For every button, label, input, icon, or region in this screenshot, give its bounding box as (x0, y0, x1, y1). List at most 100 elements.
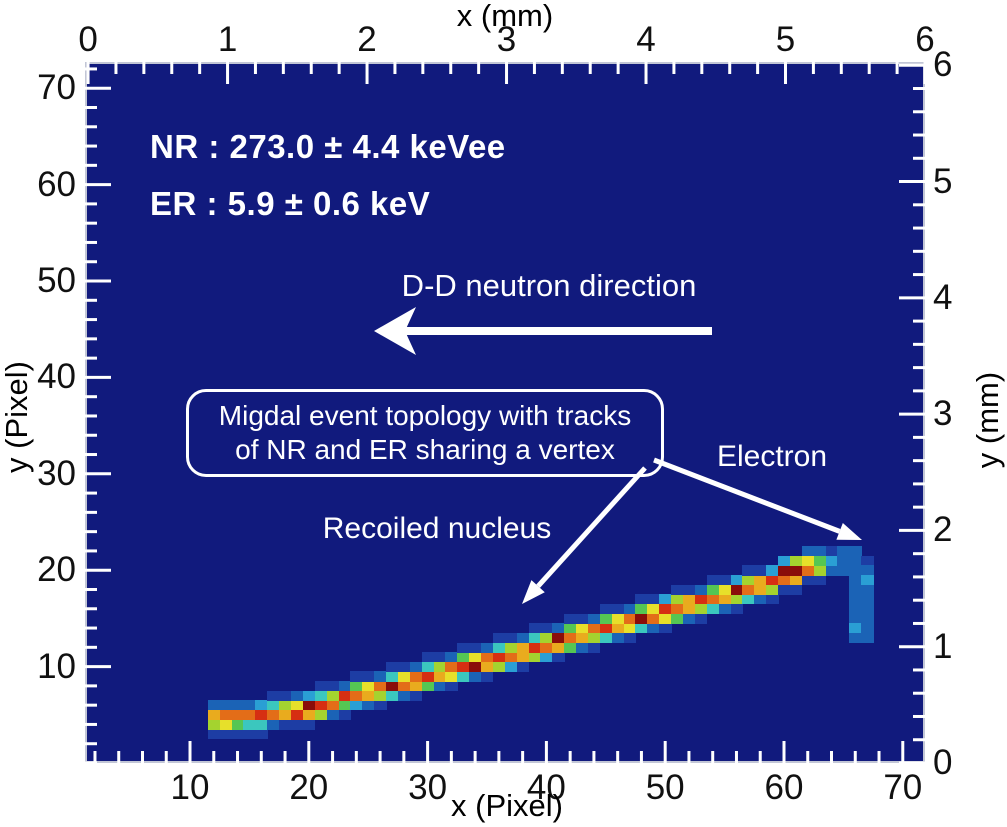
nr-track-bin (481, 642, 494, 653)
nr-track-bin (255, 729, 268, 740)
nr-track-bin (374, 681, 387, 692)
nr-track-bin (611, 623, 625, 634)
top-axis-tick-label: 5 (775, 20, 796, 59)
nr-track-bin (718, 603, 732, 615)
nr-track-bin (528, 652, 541, 663)
nr-track-bin (207, 719, 221, 730)
nr-track-bin (730, 603, 743, 615)
right-axis-title: y (mm) (970, 371, 1005, 469)
bottom-axis-tick-label: 60 (764, 768, 804, 807)
nr-track-bin (207, 700, 221, 711)
nr-track-bin (730, 594, 743, 605)
er-track-bin (837, 565, 850, 576)
nr-track-bin (671, 613, 684, 624)
nr-track-bin (659, 613, 672, 624)
nr-track-bin (457, 671, 470, 682)
nr-track-bin (611, 613, 625, 624)
right-axis-tick-label: 4 (933, 277, 953, 317)
nr-track-bin (564, 642, 577, 653)
nr-track-bin (302, 700, 316, 711)
right-axis-tick-label: 1 (933, 626, 953, 666)
er-track-bin (849, 623, 862, 634)
nr-track-bin (564, 632, 577, 643)
nr-track-bin (469, 652, 482, 663)
nr-track-bin (742, 565, 755, 576)
nr-track-bin (469, 671, 482, 682)
nr-track-bin (789, 555, 803, 566)
nr-track-bin (290, 709, 304, 721)
nr-track-bin (421, 671, 435, 682)
nr-track-bin (801, 546, 815, 557)
nr-track-bin (611, 632, 625, 643)
nr-track-bin (350, 690, 363, 701)
top-axis-title: x (mm) (456, 0, 554, 33)
nr-track-bin (552, 652, 565, 663)
nr-track-bin (789, 584, 803, 595)
nr-track-bin (587, 623, 601, 634)
nr-track-bin (350, 671, 363, 682)
nr-track-bin (279, 690, 292, 701)
nr-track-bin (516, 652, 530, 663)
nr-track-bin (718, 594, 732, 605)
nr-track-bin (671, 584, 684, 595)
er-track-bin (861, 613, 874, 624)
left-axis-tick-label: 60 (37, 164, 76, 204)
top-axis-tick-label: 0 (78, 20, 98, 59)
nr-track-bin (564, 613, 577, 624)
top-axis-tick-label: 1 (217, 20, 238, 59)
nr-track-bin (801, 575, 815, 586)
nr-track-bin (314, 690, 328, 701)
nr-track-bin (243, 719, 256, 730)
nr-track-bin (659, 594, 672, 605)
nr-track-bin (754, 584, 767, 595)
nr-track-bin (599, 613, 613, 624)
nr-track-bin (683, 603, 696, 615)
nr-track-bin (433, 671, 446, 682)
nr-track-bin (243, 700, 256, 711)
er-track-bin (861, 594, 874, 605)
right-axis-tick-label: 0 (933, 743, 953, 782)
nr-track-bin (801, 555, 815, 566)
nr-track-bin (374, 690, 387, 701)
nr-track-bin (255, 700, 268, 711)
nr-track-bin (350, 681, 363, 692)
nr-track-bin (207, 729, 221, 740)
nr-track-bin (504, 632, 518, 643)
nr-track-bin (397, 661, 411, 672)
nr-track-bin (207, 709, 221, 721)
nr-track-bin (362, 671, 375, 682)
nr-track-bin (576, 642, 589, 653)
nr-track-bin (469, 642, 482, 653)
nr-track-bin (397, 671, 411, 682)
nr-track-bin (635, 613, 648, 624)
nr-track-bin (730, 584, 743, 595)
nr-track-bin (528, 632, 541, 643)
nr-track-bin (635, 623, 648, 634)
nr-track-bin (386, 681, 399, 692)
nr-track-bin (576, 632, 589, 643)
nr-track-bin (433, 681, 446, 692)
nr-track-bin (599, 632, 613, 643)
left-axis-tick-label: 40 (37, 357, 76, 397)
nr-track-bin (754, 575, 767, 586)
nr-track-bin (671, 603, 684, 615)
nr-track-bin (754, 565, 767, 576)
nr-track-bin (279, 719, 292, 730)
nr-track-bin (599, 623, 613, 634)
nr-track-bin (397, 681, 411, 692)
nr-track-bin (587, 642, 601, 653)
nr-track-bin (457, 661, 470, 672)
nr-track-bin (766, 575, 779, 586)
nr-track-bin (290, 719, 304, 730)
er-track-bin (861, 632, 874, 643)
nr-track-bin (599, 603, 613, 615)
nr-track-bin (718, 575, 732, 586)
nr-track-bin (481, 661, 494, 672)
nr-track-bin (647, 594, 660, 605)
nr-track-bin (552, 642, 565, 653)
nr-track-bin (267, 700, 280, 711)
nr-track-bin (362, 690, 375, 701)
nr-track-bin (421, 652, 435, 663)
nr-track-bin (587, 613, 601, 624)
